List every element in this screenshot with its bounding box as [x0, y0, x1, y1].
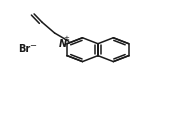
Text: −: − — [29, 41, 36, 50]
Text: ±: ± — [63, 35, 69, 41]
Text: Br: Br — [18, 44, 31, 54]
Text: N: N — [58, 39, 67, 49]
